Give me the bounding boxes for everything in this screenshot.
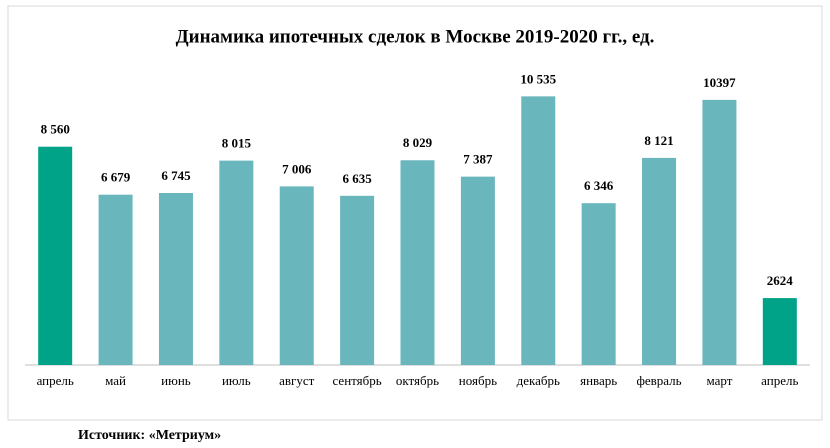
x-tick-label: ноябрь xyxy=(459,373,497,388)
value-label: 6 679 xyxy=(101,170,131,185)
value-label: 8 560 xyxy=(41,122,70,137)
x-tick-label: декабрь xyxy=(517,373,560,388)
x-tick-label: сентябрь xyxy=(333,373,382,388)
x-tick-label: март xyxy=(706,373,732,388)
bar xyxy=(340,195,375,365)
bar xyxy=(581,203,616,365)
x-tick-label: апрель xyxy=(761,373,798,388)
value-label: 6 635 xyxy=(342,171,372,186)
bar xyxy=(158,193,193,365)
chart-title: Динамика ипотечных сделок в Москве 2019-… xyxy=(176,26,655,47)
value-label: 8 015 xyxy=(222,136,252,151)
bar xyxy=(400,160,435,365)
value-label: 10397 xyxy=(703,75,736,90)
bar xyxy=(38,146,73,365)
value-label: 6 346 xyxy=(584,178,614,193)
x-tick-label: август xyxy=(279,373,315,388)
bar xyxy=(460,176,495,365)
value-label: 2624 xyxy=(767,273,794,288)
x-tick-label: январь xyxy=(580,373,617,388)
bar xyxy=(521,96,556,366)
bar xyxy=(702,99,737,366)
bar xyxy=(219,160,254,365)
x-tick-label: октябрь xyxy=(396,373,439,388)
chart-border xyxy=(7,5,823,421)
value-label: 10 535 xyxy=(520,71,556,86)
bar xyxy=(642,157,677,365)
value-label: 6 745 xyxy=(161,168,191,183)
bar xyxy=(98,194,133,365)
value-label: 7 387 xyxy=(463,152,493,167)
bar xyxy=(279,186,314,365)
source: Источник: «Метриум» xyxy=(78,428,221,443)
x-tick-label: февраль xyxy=(636,373,681,388)
x-tick-label: апрель xyxy=(37,373,74,388)
x-tick-label: июнь xyxy=(161,373,191,388)
value-label: 8 121 xyxy=(644,133,673,148)
x-tick-label: май xyxy=(105,373,126,388)
value-label: 8 029 xyxy=(403,135,433,150)
bar xyxy=(762,298,797,365)
x-tick-label: июль xyxy=(222,373,251,388)
value-label: 7 006 xyxy=(282,161,312,176)
